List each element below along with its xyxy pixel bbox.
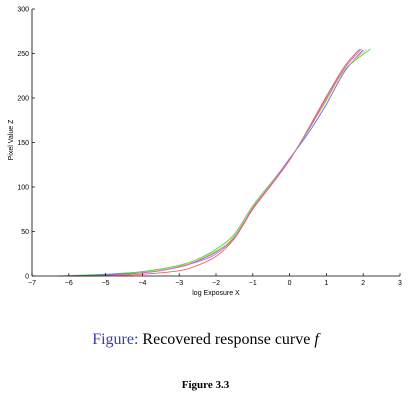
series-layer — [57, 48, 371, 277]
response-curve-chart: −7 −6 −5 −4 −3 −2 −1 0 1 2 3 0 50 100 150 200 250 300 log… — [8, 7, 402, 298]
y-tick-label: 300 — [17, 7, 29, 14]
y-tick-label: 100 — [17, 185, 29, 192]
x-tick-label: −2 — [212, 280, 220, 287]
caption-prefix: Figure: — [92, 331, 139, 348]
x-tick-label: −1 — [249, 280, 257, 287]
figure-number: Figure 3.3 — [181, 379, 230, 391]
x-tick-label: −6 — [65, 280, 73, 287]
figure-caption: Figure: Recovered response curve f — [0, 331, 411, 349]
y-tick-label: 50 — [21, 229, 29, 236]
x-tick-label: 0 — [288, 280, 292, 287]
axes-layer: −7 −6 −5 −4 −3 −2 −1 0 1 2 3 0 50 100 150 200 250 300 — [17, 7, 402, 288]
x-tick-label: −5 — [102, 280, 110, 287]
y-tick-label: 200 — [17, 96, 29, 103]
caption-text: Recovered response curve — [142, 331, 311, 348]
y-axis-label: Pixel Value Z — [8, 119, 15, 160]
series-line-2 — [57, 48, 371, 277]
x-tick-label: −3 — [175, 280, 183, 287]
series-line-4 — [105, 48, 368, 277]
x-tick-label: 2 — [361, 280, 365, 287]
series-line-1 — [68, 48, 360, 277]
x-tick-label: 1 — [324, 280, 328, 287]
series-line-5 — [87, 48, 362, 277]
y-tick-label: 150 — [17, 140, 29, 147]
x-tick-label: 3 — [398, 280, 402, 287]
x-axis-label: log Exposure X — [192, 290, 240, 297]
x-tick-label: −7 — [28, 280, 36, 287]
y-tick-label: 250 — [17, 51, 29, 58]
y-tick-label: 0 — [25, 274, 29, 281]
caption-symbol: f — [314, 331, 319, 348]
series-line-3 — [68, 49, 364, 277]
x-tick-label: −4 — [138, 280, 146, 287]
